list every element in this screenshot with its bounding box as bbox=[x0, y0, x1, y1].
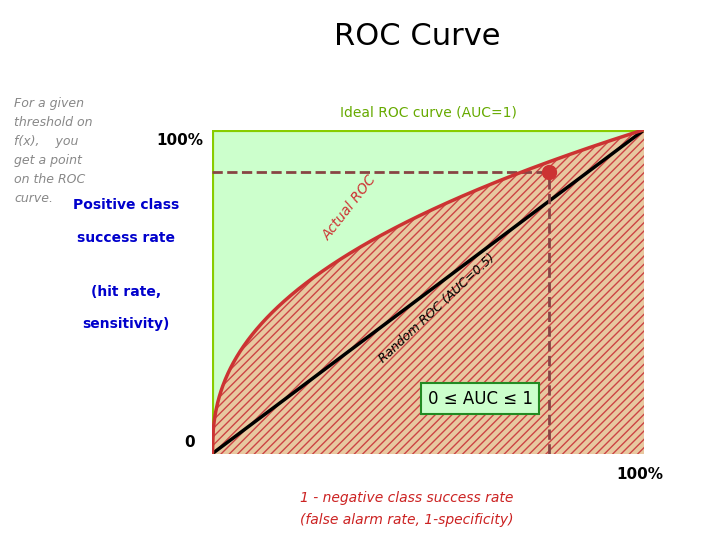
Text: Random ROC (AUC=0.5): Random ROC (AUC=0.5) bbox=[377, 252, 498, 366]
Text: Ideal ROC curve (AUC=1): Ideal ROC curve (AUC=1) bbox=[340, 106, 517, 120]
Text: ROC Curve: ROC Curve bbox=[334, 22, 501, 51]
Text: success rate: success rate bbox=[77, 231, 175, 245]
Text: 0 ≤ AUC ≤ 1: 0 ≤ AUC ≤ 1 bbox=[428, 389, 533, 408]
Text: (false alarm rate, 1-specificity): (false alarm rate, 1-specificity) bbox=[300, 513, 513, 527]
Text: (hit rate,: (hit rate, bbox=[91, 285, 161, 299]
Text: 100%: 100% bbox=[616, 467, 664, 482]
Text: Actual ROC: Actual ROC bbox=[320, 172, 379, 243]
Text: 100%: 100% bbox=[157, 133, 204, 148]
Text: 0: 0 bbox=[184, 435, 195, 450]
Text: sensitivity): sensitivity) bbox=[82, 317, 170, 331]
Text: For a given
threshold on
f(x),    you
get a point
on the ROC
curve.: For a given threshold on f(x), you get a… bbox=[14, 97, 93, 205]
Text: Positive class: Positive class bbox=[73, 198, 179, 212]
Text: 1 - negative class success rate: 1 - negative class success rate bbox=[300, 491, 513, 505]
